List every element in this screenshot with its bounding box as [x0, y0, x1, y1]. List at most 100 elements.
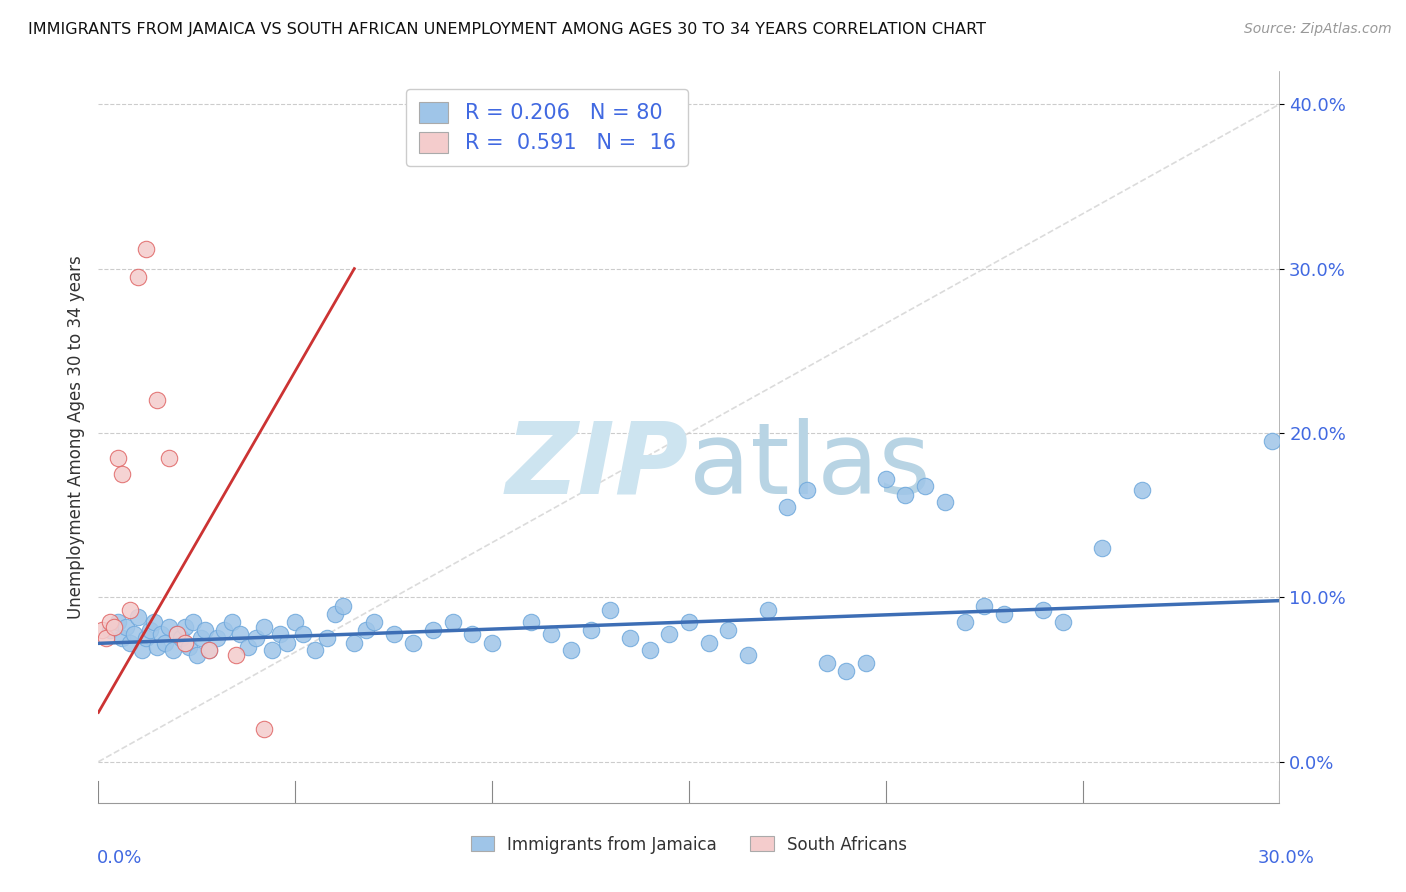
Point [363, 615, 385, 629]
Point [170, 632, 193, 646]
Point [122, 626, 145, 640]
Point [304, 643, 326, 657]
Text: IMMIGRANTS FROM JAMAICA VS SOUTH AFRICAN UNEMPLOYMENT AMONG AGES 30 TO 34 YEARS : IMMIGRANTS FROM JAMAICA VS SOUTH AFRICAN… [28, 22, 986, 37]
Point [214, 624, 236, 638]
Point [953, 615, 976, 629]
Point [174, 620, 197, 634]
Point [323, 607, 346, 621]
Point [190, 632, 212, 646]
Point [157, 450, 180, 465]
Point [174, 636, 197, 650]
Point [197, 643, 219, 657]
Point [382, 626, 405, 640]
Point [155, 636, 177, 650]
Point [481, 636, 503, 650]
Text: ZIP: ZIP [506, 417, 689, 515]
Point [166, 626, 188, 640]
Point [737, 648, 759, 662]
Point [118, 636, 141, 650]
Point [835, 665, 858, 679]
Point [540, 626, 562, 640]
Point [260, 643, 283, 657]
Point [111, 632, 134, 646]
Point [96, 632, 118, 646]
Point [107, 450, 129, 465]
Point [914, 478, 936, 492]
Point [107, 615, 129, 629]
Point [229, 626, 252, 640]
Point [776, 500, 799, 514]
Text: atlas: atlas [689, 417, 931, 515]
Point [111, 467, 134, 481]
Point [221, 615, 243, 629]
Point [815, 656, 838, 670]
Point [135, 632, 157, 646]
Point [197, 643, 219, 657]
Text: 30.0%: 30.0% [1258, 849, 1315, 867]
Point [115, 620, 138, 634]
Legend: Immigrants from Jamaica, South Africans: Immigrants from Jamaica, South Africans [464, 829, 914, 860]
Point [599, 603, 621, 617]
Point [177, 640, 200, 654]
Point [131, 643, 153, 657]
Point [1032, 603, 1054, 617]
Point [520, 615, 543, 629]
Point [756, 603, 779, 617]
Point [146, 393, 169, 408]
Point [142, 615, 165, 629]
Point [245, 632, 267, 646]
Point [332, 599, 354, 613]
Point [422, 624, 444, 638]
Point [354, 624, 377, 638]
Point [1052, 615, 1074, 629]
Point [103, 620, 125, 634]
Point [253, 620, 276, 634]
Point [875, 472, 897, 486]
Point [194, 624, 217, 638]
Point [402, 636, 425, 650]
Point [162, 643, 184, 657]
Text: Source: ZipAtlas.com: Source: ZipAtlas.com [1244, 22, 1392, 37]
Point [658, 626, 681, 640]
Point [98, 624, 121, 638]
Point [1091, 541, 1114, 555]
Point [186, 648, 208, 662]
Point [894, 488, 917, 502]
Point [560, 643, 582, 657]
Point [98, 615, 121, 629]
Point [91, 624, 114, 638]
Point [269, 626, 291, 640]
Point [284, 615, 307, 629]
Point [138, 624, 160, 638]
Text: 0.0%: 0.0% [97, 849, 142, 867]
Point [1260, 434, 1282, 449]
Point [441, 615, 464, 629]
Point [343, 636, 366, 650]
Point [253, 722, 276, 736]
Point [292, 626, 315, 640]
Point [579, 624, 602, 638]
Point [973, 599, 995, 613]
Point [166, 626, 188, 640]
Point [619, 632, 641, 646]
Point [678, 615, 700, 629]
Point [1130, 483, 1153, 498]
Point [315, 632, 337, 646]
Point [717, 624, 740, 638]
Point [225, 648, 247, 662]
Point [205, 632, 228, 646]
Point [127, 610, 149, 624]
Point [135, 242, 157, 256]
Point [118, 603, 141, 617]
Point [276, 636, 298, 650]
Point [638, 643, 661, 657]
Point [796, 483, 818, 498]
Point [461, 626, 484, 640]
Point [697, 636, 720, 650]
Point [993, 607, 1015, 621]
Point [855, 656, 877, 670]
Point [157, 620, 180, 634]
Point [236, 640, 259, 654]
Point [127, 269, 149, 284]
Point [146, 640, 169, 654]
